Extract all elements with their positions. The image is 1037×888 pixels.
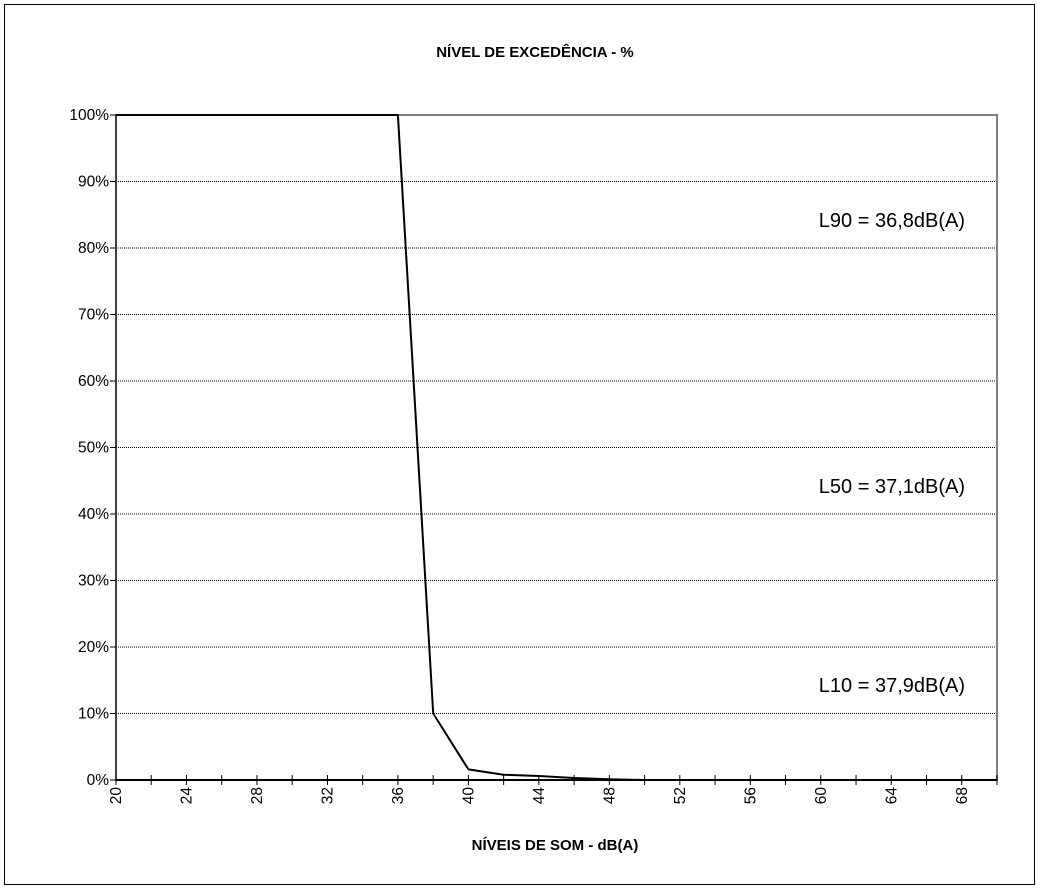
x-tick-label: 28 [249, 787, 266, 804]
y-tick-label: 20% [78, 639, 109, 656]
y-tick-label: 70% [78, 307, 109, 324]
annotation-l50: L50 = 37,1dB(A) [819, 476, 965, 498]
y-tick-label: 50% [78, 440, 109, 457]
y-tick-label: 80% [78, 240, 109, 257]
x-tick-label: 32 [319, 787, 336, 804]
x-tick-label: 52 [672, 787, 689, 804]
x-tick-label: 40 [460, 787, 477, 805]
x-tick-label: 60 [813, 787, 830, 805]
y-tick-label: 10% [78, 706, 109, 723]
x-axis-label: NÍVEIS DE SOM - dB(A) [472, 837, 639, 854]
gridlines [116, 181, 997, 714]
y-tick-label: 40% [78, 506, 109, 523]
x-tick-label: 64 [883, 787, 900, 805]
chart-frame [4, 4, 1035, 885]
x-tick-label: 56 [742, 787, 759, 804]
x-tick-label: 68 [954, 787, 971, 804]
y-tick-label: 0% [87, 772, 110, 789]
x-tick-label: 44 [531, 787, 548, 805]
x-tick-label: 36 [390, 787, 407, 804]
series-group [116, 114, 997, 781]
y-tick-label: 30% [78, 573, 109, 590]
y-tick-label: 60% [78, 373, 109, 390]
x-tick-label: 48 [601, 787, 618, 804]
annotation-l90: L90 = 36,8dB(A) [819, 210, 965, 232]
y-tick-label: 90% [78, 174, 109, 191]
series-line [116, 114, 997, 781]
y-tick-label: 100% [69, 107, 109, 124]
x-tick-label: 24 [178, 787, 195, 805]
annotation-l10: L10 = 37,9dB(A) [819, 675, 965, 697]
y-axis: 0% 10% 20% 30% 40% 50% 60% 70% 80% 90% 100% [69, 107, 117, 789]
x-tick-label: 20 [108, 787, 125, 805]
chart-title: NÍVEL DE EXCEDÊNCIA - % [436, 43, 634, 61]
